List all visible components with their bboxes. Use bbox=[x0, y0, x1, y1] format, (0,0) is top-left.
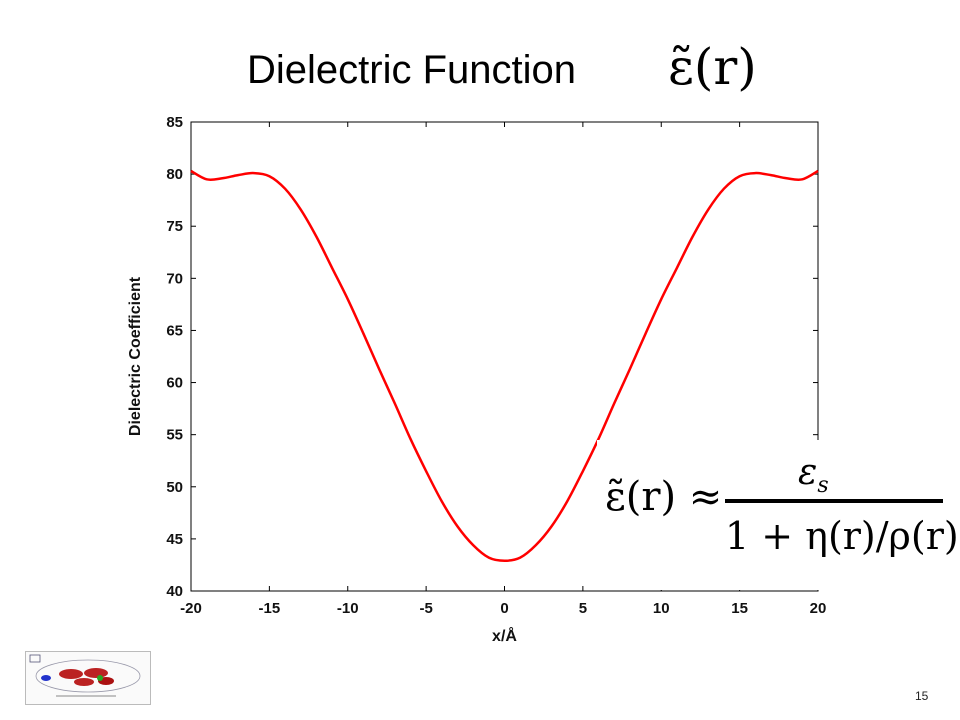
y-tick-label: 40 bbox=[166, 583, 183, 600]
x-tick-label: -5 bbox=[419, 600, 432, 617]
title-math-text: ε̃(r) bbox=[668, 38, 757, 96]
formula-numerator: εs bbox=[798, 452, 829, 498]
x-tick-label: 5 bbox=[579, 600, 587, 617]
formula-denominator: 1 + η(r)/ρ(r) bbox=[725, 514, 959, 558]
formula-fraction-bar bbox=[725, 499, 943, 503]
y-tick-label: 45 bbox=[166, 531, 183, 548]
series-line bbox=[190, 169, 819, 563]
y-tick-label: 60 bbox=[166, 375, 183, 392]
x-tick-label: 15 bbox=[731, 600, 748, 617]
y-tick-label: 70 bbox=[166, 270, 183, 287]
x-axis-label: x/Å bbox=[492, 626, 517, 645]
footer-logo-thumbnail bbox=[25, 651, 151, 705]
x-tick-label: -10 bbox=[337, 600, 359, 617]
title-math-symbol: ε̃(r) bbox=[668, 38, 757, 96]
y-axis-label: Dielectric Coefficient bbox=[127, 276, 144, 436]
footer-logo-graphic bbox=[29, 654, 141, 697]
dielectric-formula: ε̃(r) ≈ εs 1 + η(r)/ρ(r) bbox=[605, 448, 959, 588]
y-tick-label: 80 bbox=[166, 166, 183, 183]
x-tick-label: -20 bbox=[180, 600, 202, 617]
x-tick-label: -15 bbox=[259, 600, 281, 617]
x-tick-label: 20 bbox=[810, 600, 827, 617]
y-tick-label: 65 bbox=[166, 322, 183, 339]
formula-numerator-symbol: ε bbox=[798, 452, 818, 493]
formula-numerator-subscript: s bbox=[817, 473, 829, 499]
slide-title: Dielectric Function bbox=[247, 48, 577, 92]
y-tick-label: 75 bbox=[166, 218, 183, 235]
x-tick-label: 10 bbox=[653, 600, 670, 617]
y-tick-label: 85 bbox=[166, 114, 183, 131]
formula-lhs: ε̃(r) ≈ bbox=[605, 474, 723, 520]
y-tick-label: 55 bbox=[166, 427, 183, 444]
page-number: 15 bbox=[915, 689, 929, 703]
formula-background bbox=[597, 440, 947, 590]
y-tick-label: 50 bbox=[166, 479, 183, 496]
x-tick-label: 0 bbox=[500, 600, 508, 617]
